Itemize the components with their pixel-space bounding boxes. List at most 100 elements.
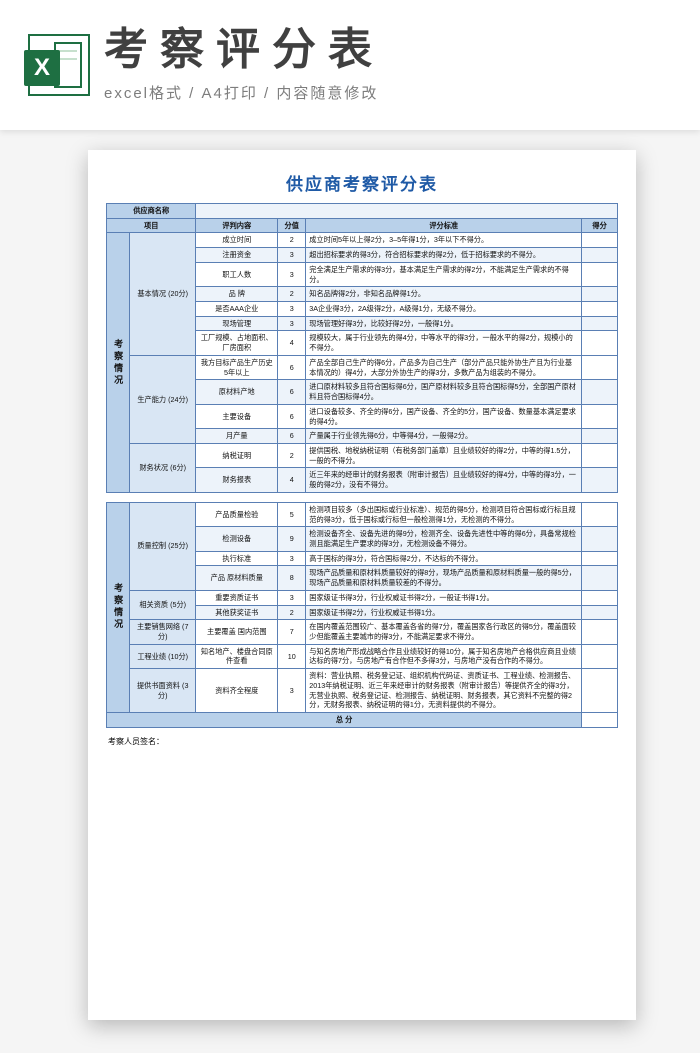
supplier-label: 供应商名称 xyxy=(107,204,196,219)
eval-item: 注册资金 xyxy=(196,248,278,263)
eval-score: 5 xyxy=(278,502,306,526)
eval-got[interactable] xyxy=(582,262,618,286)
sign-area: 考察人员签名： xyxy=(106,728,618,749)
eval-got[interactable] xyxy=(582,316,618,331)
eval-criteria: 知名品牌得2分，非知名品牌得1分。 xyxy=(306,287,582,302)
eval-criteria: 与知名房地产形成战略合作且业绩较好的得10分，属于知名房地产合格供应商且业绩达标… xyxy=(306,644,582,668)
eval-score: 3 xyxy=(278,669,306,713)
sign-label: 考察人员签名： xyxy=(108,730,616,747)
eval-criteria: 资料：营业执照、税务登记证、组织机构代码证、资质证书、工程业绩、检测报告、201… xyxy=(306,669,582,713)
eval-got[interactable] xyxy=(582,468,618,492)
group-label: 相关资质 (5分) xyxy=(129,590,195,619)
eval-got[interactable] xyxy=(582,355,618,379)
eval-score: 3 xyxy=(278,302,306,317)
evaluation-table: 供应商名称项目评判内容分值评分标准得分考察情况基本情况 (20分)成立时间2成立… xyxy=(106,203,618,728)
eval-got[interactable] xyxy=(582,551,618,566)
group-label: 基本情况 (20分) xyxy=(129,233,195,355)
eval-got[interactable] xyxy=(582,527,618,551)
supplier-name-cell[interactable] xyxy=(196,204,618,219)
eval-criteria: 进口设备较多、齐全的得6分，国产设备、齐全的5分，国产设备、数量基本满足要求的得… xyxy=(306,404,582,428)
group-label: 财务状况 (6分) xyxy=(129,443,195,492)
eval-got[interactable] xyxy=(582,302,618,317)
eval-got[interactable] xyxy=(582,590,618,605)
group-label: 质量控制 (25分) xyxy=(129,502,195,590)
eval-item: 我方目标产品生产历史5年以上 xyxy=(196,355,278,379)
eval-got[interactable] xyxy=(582,502,618,526)
eval-criteria: 产量属于行业领先得6分，中等得4分，一般得2分。 xyxy=(306,429,582,444)
eval-score: 6 xyxy=(278,404,306,428)
eval-score: 9 xyxy=(278,527,306,551)
eval-criteria: 国家级证书得2分，行业权威证书得1分。 xyxy=(306,605,582,620)
eval-got[interactable] xyxy=(582,429,618,444)
eval-score: 4 xyxy=(278,468,306,492)
col-item: 评判内容 xyxy=(196,218,278,233)
eval-score: 3 xyxy=(278,316,306,331)
eval-item: 现场管理 xyxy=(196,316,278,331)
eval-item: 资料齐全程度 xyxy=(196,669,278,713)
eval-item: 职工人数 xyxy=(196,262,278,286)
eval-score: 3 xyxy=(278,551,306,566)
eval-got[interactable] xyxy=(582,380,618,404)
eval-got[interactable] xyxy=(582,233,618,248)
col-score: 分值 xyxy=(278,218,306,233)
eval-item: 纳税证明 xyxy=(196,443,278,467)
eval-criteria: 国家级证书得3分，行业权威证书得2分，一般证书得1分。 xyxy=(306,590,582,605)
eval-score: 10 xyxy=(278,644,306,668)
eval-score: 4 xyxy=(278,331,306,355)
eval-score: 3 xyxy=(278,262,306,286)
header-banner: X 考察评分表 excel格式 / A4打印 / 内容随意修改 xyxy=(0,0,700,130)
eval-item: 品 牌 xyxy=(196,287,278,302)
eval-item: 财务报表 xyxy=(196,468,278,492)
eval-got[interactable] xyxy=(582,644,618,668)
eval-criteria: 高于国标的得3分，符合国标得2分，不达标的不得分。 xyxy=(306,551,582,566)
eval-got[interactable] xyxy=(582,620,618,644)
col-got: 得分 xyxy=(582,218,618,233)
eval-item: 检测设备 xyxy=(196,527,278,551)
eval-item: 主要设备 xyxy=(196,404,278,428)
doc-title: 供应商考察评分表 xyxy=(106,170,618,195)
eval-item: 执行标准 xyxy=(196,551,278,566)
eval-score: 6 xyxy=(278,380,306,404)
eval-score: 2 xyxy=(278,443,306,467)
eval-item: 成立时间 xyxy=(196,233,278,248)
col-criteria: 评分标准 xyxy=(306,218,582,233)
eval-score: 2 xyxy=(278,605,306,620)
group-label: 提供书面资料 (3分) xyxy=(129,669,195,713)
banner-subtitle: excel格式 / A4打印 / 内容随意修改 xyxy=(104,82,672,103)
eval-item: 重要资质证书 xyxy=(196,590,278,605)
eval-score: 7 xyxy=(278,620,306,644)
section-label: 考察情况 xyxy=(107,502,130,712)
eval-criteria: 进口原材料较多且符合国标得6分，国产原材料较多且符合国标得5分，全部国产原材料且… xyxy=(306,380,582,404)
eval-item: 月产量 xyxy=(196,429,278,444)
eval-item: 知名地产、楼盘合同原件查看 xyxy=(196,644,278,668)
eval-score: 2 xyxy=(278,233,306,248)
eval-got[interactable] xyxy=(582,669,618,713)
eval-criteria: 完全满足生产需求的得3分，基本满足生产需求的得2分，不能满足生产需求的不得分。 xyxy=(306,262,582,286)
eval-got[interactable] xyxy=(582,605,618,620)
eval-got[interactable] xyxy=(582,331,618,355)
eval-criteria: 近三年来的经审计的财务报表（附审计报告）且业绩较好的得4分，中等的得3分，一般的… xyxy=(306,468,582,492)
eval-got[interactable] xyxy=(582,566,618,590)
section-label: 考察情况 xyxy=(107,233,130,492)
eval-criteria: 超出招标要求的得3分，符合招标要求的得2分，低于招标要求的不得分。 xyxy=(306,248,582,263)
eval-criteria: 现场管理好得3分，比较好得2分，一般得1分。 xyxy=(306,316,582,331)
col-project: 项目 xyxy=(107,218,196,233)
eval-criteria: 检测项目较多（多出国标或行业标准）、规范的得5分，检测项目符合国标或行标且规范的… xyxy=(306,502,582,526)
eval-got[interactable] xyxy=(582,287,618,302)
eval-item: 主要覆盖 国内范围 xyxy=(196,620,278,644)
eval-got[interactable] xyxy=(582,248,618,263)
eval-item: 产品 原材料质量 xyxy=(196,566,278,590)
eval-item: 工厂规模、占地面积、厂房面积 xyxy=(196,331,278,355)
eval-score: 6 xyxy=(278,429,306,444)
eval-criteria: 现场产品质量和原材料质量较好的得8分，现场产品质量和原材料质量一般的得5分，现场… xyxy=(306,566,582,590)
total-score[interactable] xyxy=(582,713,618,728)
eval-criteria: 产品全部自己生产的得6分，产品多为自己生产（部分产品只能外协生产且为行业基本情况… xyxy=(306,355,582,379)
excel-icon: X xyxy=(28,34,90,96)
group-label: 生产能力 (24分) xyxy=(129,355,195,443)
eval-got[interactable] xyxy=(582,404,618,428)
eval-item: 其他获奖证书 xyxy=(196,605,278,620)
eval-criteria: 在国内覆盖范围较广、基本覆盖各省的得7分，覆盖国家各行政区的得5分，覆盖面较少但… xyxy=(306,620,582,644)
group-label: 主要销售网络 (7分) xyxy=(129,620,195,644)
eval-got[interactable] xyxy=(582,443,618,467)
group-label: 工程业绩 (10分) xyxy=(129,644,195,668)
